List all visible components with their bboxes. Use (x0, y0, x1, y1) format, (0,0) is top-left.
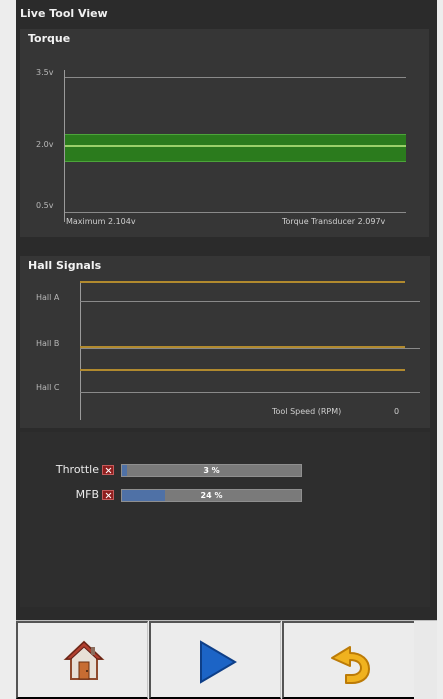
tool-speed-label: Tool Speed (RPM) (272, 407, 342, 416)
mfb-percentage: 24 % (200, 491, 223, 500)
play-icon (200, 640, 237, 684)
mfb-close-icon[interactable] (102, 490, 114, 500)
mfb-progress-bar: 24 % (121, 489, 302, 502)
hall-grid-line-c (80, 392, 420, 393)
throttle-progress-bar: 3 % (121, 464, 302, 477)
throttle-percentage: 3 % (203, 466, 220, 475)
undo-icon (331, 646, 370, 684)
mfb-progress-fill (122, 490, 165, 501)
play-button[interactable] (149, 621, 281, 699)
hall-signal-a (80, 281, 405, 283)
hall-signals-chart: Hall A Hall B Hall C Tool Speed (RPM) 0 (34, 276, 424, 424)
tool-speed-value: 0 (394, 407, 400, 416)
torque-transducer-label: Torque Transducer 2.097v (282, 217, 386, 226)
hall-label-a: Hall A (36, 293, 60, 302)
hall-label-b: Hall B (36, 339, 60, 348)
status-panel: Throttle 3 % MFB 24 % (20, 432, 430, 607)
torque-title: Torque (28, 32, 71, 45)
hall-grid-line-a (80, 301, 420, 302)
hall-y-axis-line (80, 282, 81, 420)
torque-signal-line (65, 145, 406, 147)
undo-button[interactable] (282, 621, 414, 699)
home-button[interactable] (16, 621, 148, 699)
torque-panel: Torque 3.5v 2.0v 0.5v Maximum 2.104v Tor… (20, 29, 429, 237)
home-icon (63, 640, 105, 680)
torque-axis-label-0-5v: 0.5v (36, 201, 54, 210)
hall-signal-c (80, 369, 405, 371)
window-title: Live Tool View (20, 7, 108, 20)
mfb-label: MFB (75, 488, 99, 501)
hall-label-c: Hall C (36, 383, 60, 392)
grid-line-top (64, 77, 406, 78)
torque-axis-label-3-5v: 3.5v (36, 68, 54, 77)
throttle-close-icon[interactable] (102, 465, 114, 475)
torque-maximum-label: Maximum 2.104v (66, 217, 136, 226)
bottom-toolbar (16, 620, 437, 699)
hall-signals-panel: Hall Signals Hall A Hall B Hall C Tool S… (20, 256, 430, 428)
y-axis-line (64, 70, 65, 222)
torque-tolerance-band (65, 134, 406, 162)
grid-line-bottom (64, 212, 406, 213)
live-tool-view-window: Live Tool View Torque 3.5v 2.0v 0.5v Max… (16, 0, 437, 699)
throttle-progress-fill (122, 465, 128, 476)
hall-signal-b (80, 346, 405, 348)
hall-signals-title: Hall Signals (28, 259, 102, 272)
hall-grid-line-b (80, 348, 420, 349)
torque-axis-label-2-0v: 2.0v (36, 140, 54, 149)
torque-chart: 3.5v 2.0v 0.5v Maximum 2.104v Torque Tra… (34, 54, 416, 234)
throttle-label: Throttle (55, 463, 99, 476)
